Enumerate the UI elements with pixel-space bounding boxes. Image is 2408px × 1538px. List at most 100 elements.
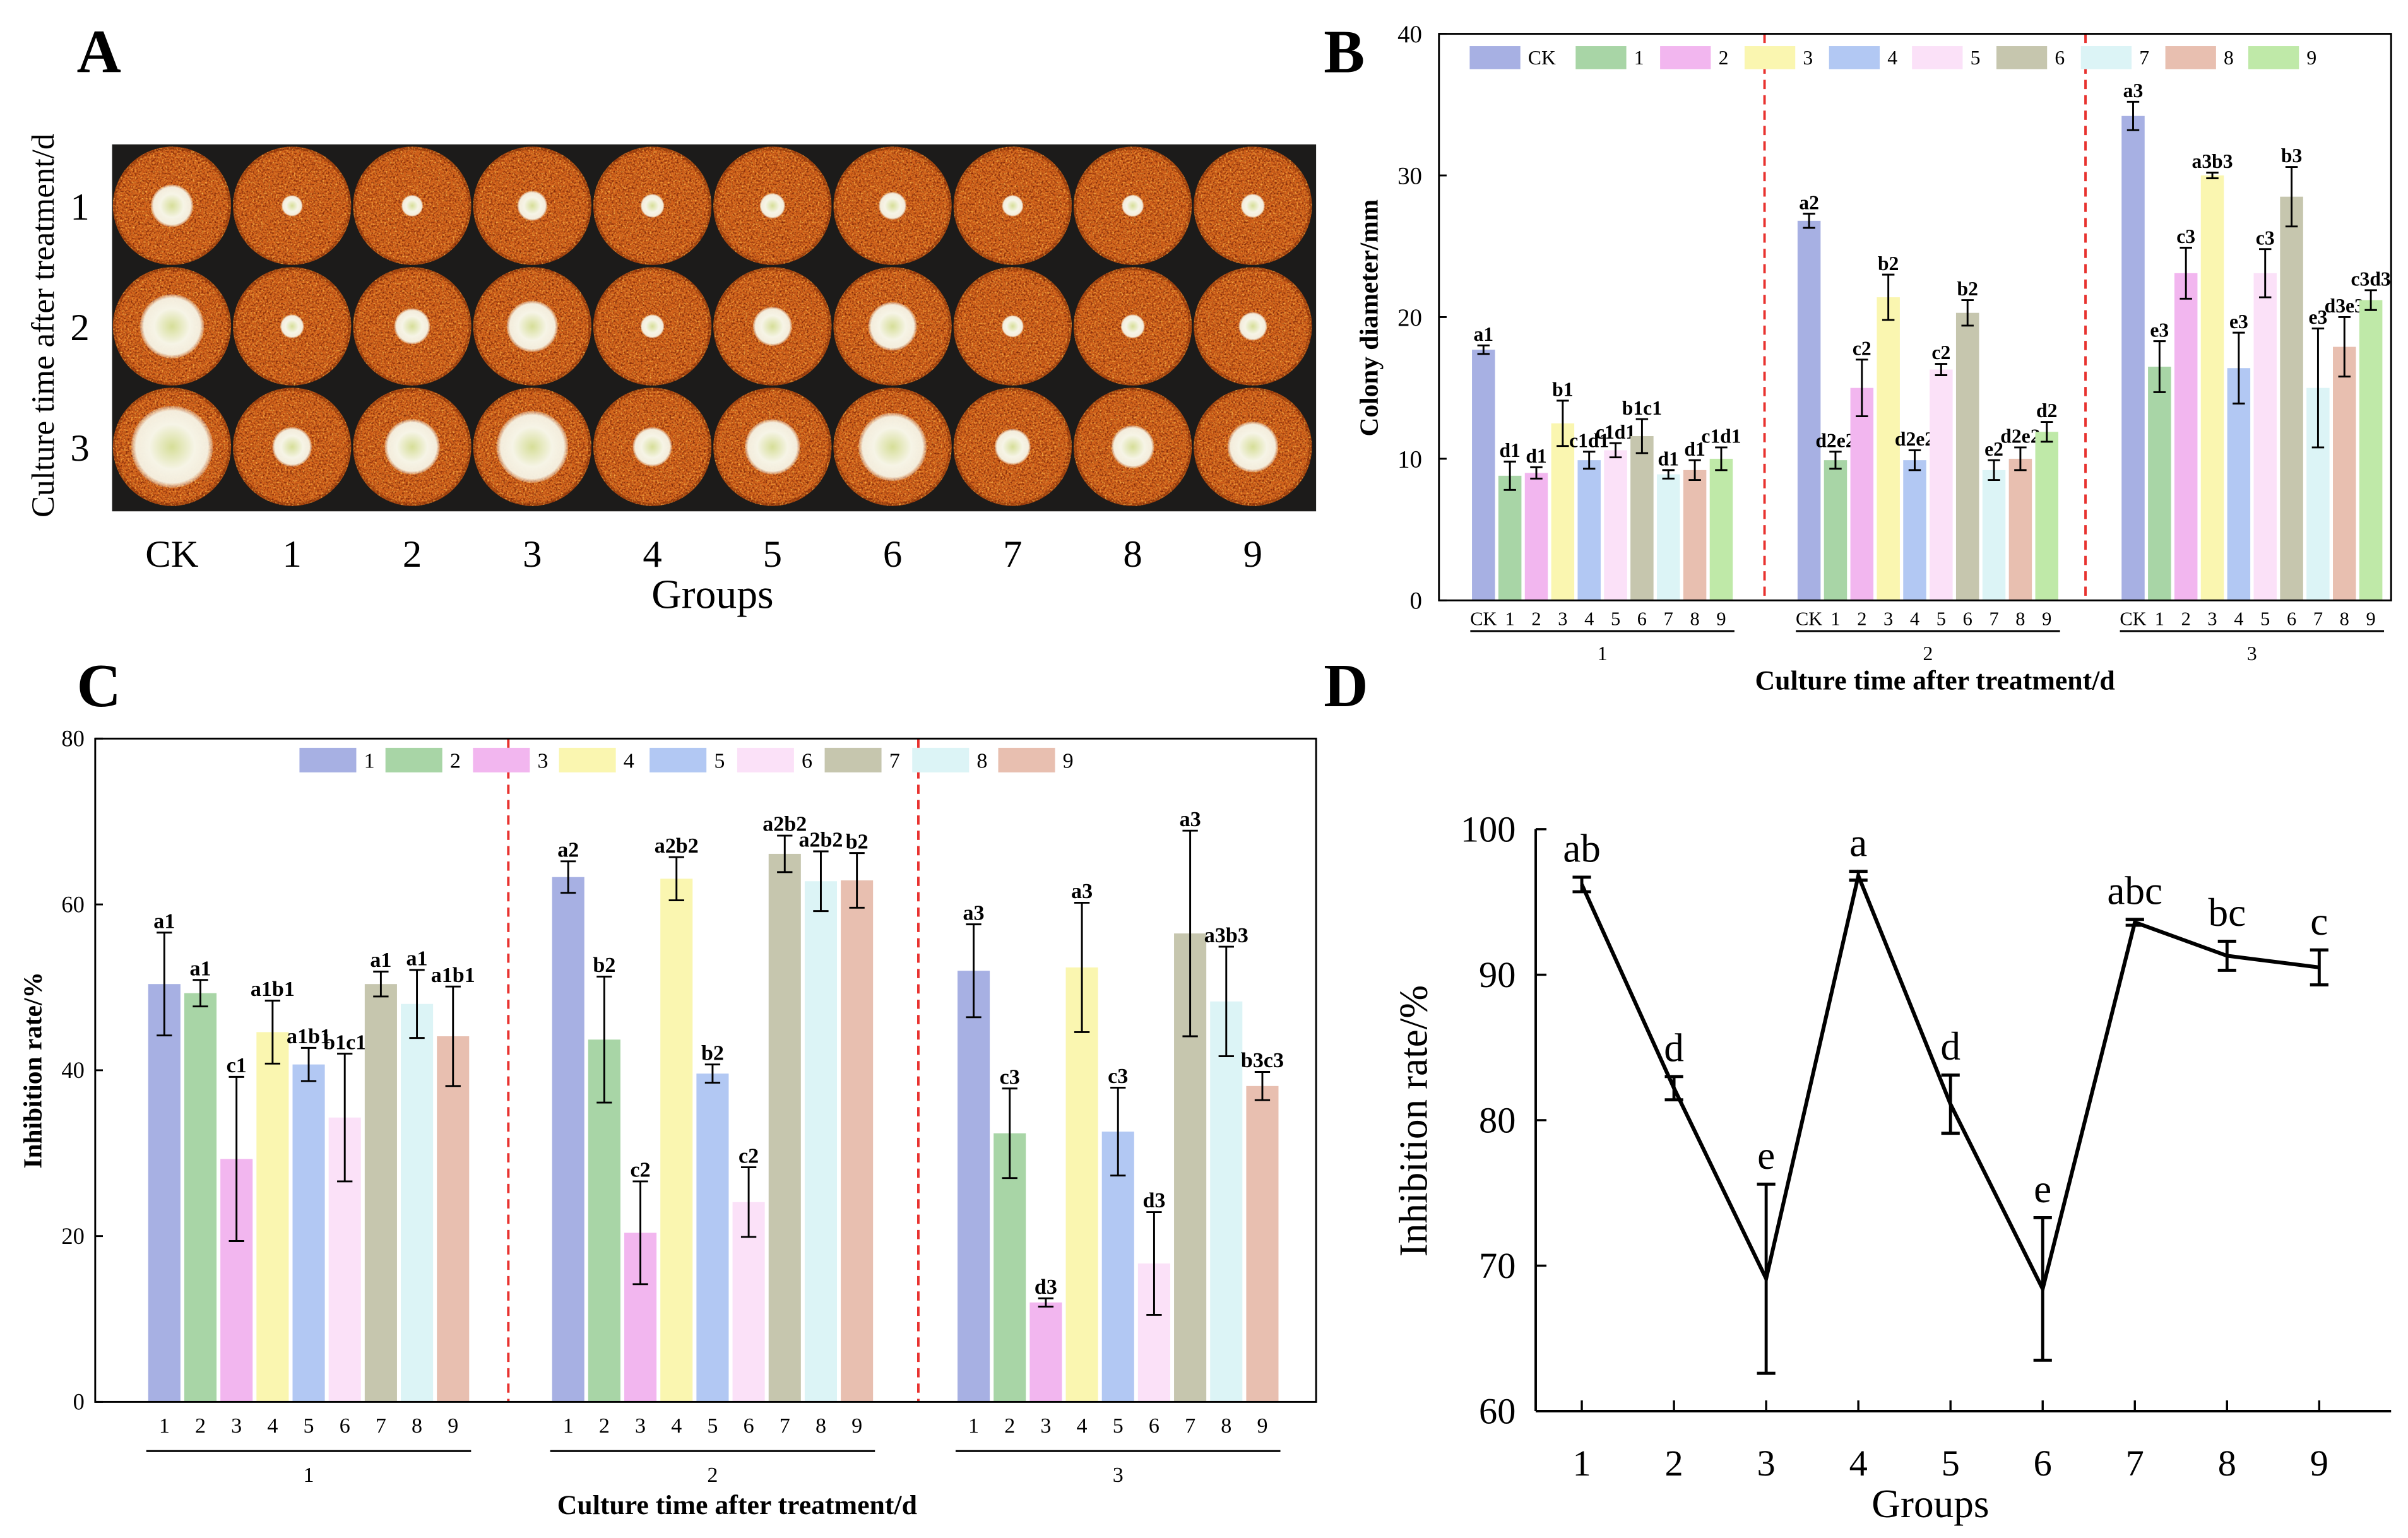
row-label: 1 [70, 186, 89, 228]
x-tick-label: 7 [1664, 608, 1673, 629]
error-bar [632, 1180, 648, 1286]
legend-label: 6 [802, 750, 812, 773]
error-bar [1504, 460, 1516, 491]
significance-letter: c2 [631, 1159, 651, 1182]
x-tick-label: 5 [2260, 608, 2270, 629]
error-bar [1829, 451, 1842, 470]
legend-swatch [2165, 46, 2216, 69]
fungal-colony [752, 307, 792, 346]
legend-label: 2 [1719, 47, 1729, 69]
error-bar [2014, 446, 2027, 471]
significance-letter: a3b3 [2192, 150, 2233, 172]
error-bar [1146, 1211, 1162, 1316]
significance-letter: d2e2 [2000, 425, 2040, 447]
x-tick-label: 1 [563, 1414, 574, 1438]
x-tick-label: 9 [1257, 1414, 1267, 1438]
bar [2174, 273, 2198, 601]
x-tick-label: 2 [1857, 608, 1866, 629]
bar [1065, 967, 1098, 1402]
row-label: 3 [70, 427, 89, 470]
bar [2008, 458, 2032, 601]
column-label: 2 [403, 533, 422, 576]
panel-letter-a: A [77, 18, 121, 86]
fungal-colony [131, 406, 213, 488]
significance-letter: c3d3 [2351, 268, 2391, 290]
fungal-colony [506, 300, 558, 352]
column-label: 7 [1003, 533, 1022, 576]
fungal-colony [640, 194, 665, 218]
fungal-colony [1001, 315, 1024, 338]
x-tick-label: 9 [851, 1414, 862, 1438]
error-bar [2217, 939, 2236, 972]
legend-label: 8 [976, 750, 987, 773]
error-bar [1609, 442, 1622, 459]
significance-letter: d2e2 [1895, 428, 1935, 450]
error-bar [373, 971, 389, 998]
error-bar [1074, 902, 1090, 1033]
error-bar [1688, 459, 1701, 482]
bar [2333, 346, 2356, 601]
significance-letter: b2 [593, 954, 615, 977]
x-tick-label: 8 [2015, 608, 2025, 629]
error-bar [409, 969, 425, 1039]
significance-letter: a [1849, 820, 1867, 865]
bar [1604, 450, 1627, 601]
group-label: 1 [304, 1464, 314, 1487]
x-tick-label: 7 [376, 1414, 386, 1438]
x-tick-label: 6 [744, 1414, 754, 1438]
bar [957, 971, 990, 1402]
group-label: 2 [707, 1464, 718, 1487]
y-tick-label: 80 [61, 725, 84, 751]
column-label: 1 [283, 533, 302, 576]
panel-letter-c: C [77, 652, 121, 720]
group-label: 1 [1598, 642, 1608, 665]
bar [2227, 368, 2251, 601]
bar [437, 1036, 470, 1402]
x-tick-label: 9 [2042, 608, 2051, 629]
x-tick-label: 6 [1637, 608, 1647, 629]
bar [804, 881, 838, 1402]
y-tick-label: 70 [1479, 1245, 1515, 1286]
significance-letter: d1 [1499, 439, 1520, 461]
significance-letter: e [1757, 1133, 1775, 1178]
significance-letter: d3e3 [2325, 295, 2364, 317]
x-tick-label: 3 [1757, 1443, 1776, 1484]
significance-letter: d3 [1142, 1189, 1165, 1212]
significance-letter: c3 [1108, 1065, 1128, 1088]
bar [1657, 474, 1680, 601]
significance-letter: e2 [1984, 438, 2003, 460]
error-bar [2310, 948, 2328, 986]
bar [256, 1032, 289, 1402]
error-bar [2258, 248, 2272, 299]
x-tick-label: CK [1470, 608, 1497, 629]
panel-b-x-axis-title: Culture time after treatment/d [1755, 665, 2115, 695]
error-bar [193, 979, 208, 1008]
legend-swatch [1660, 46, 1711, 69]
colony-diameter-bar-chart: a1 CK d1 1 d1 2 b1 3 c1d1 4 c1d1 5 b1c1 6 d1 7 d1 8 c1d1 9 1… [1397, 21, 2392, 665]
fungal-colony [1122, 194, 1144, 217]
y-tick-label: 20 [61, 1223, 84, 1249]
panel-d-y-axis-title: Inhibition rate/% [1391, 985, 1435, 1257]
panel-letter-d: D [1324, 652, 1368, 720]
significance-letter: b1 [1552, 379, 1573, 401]
significance-letter: a1 [406, 947, 428, 971]
y-tick-label: 60 [61, 891, 84, 917]
fungal-colony [994, 429, 1031, 465]
significance-letter: a1 [189, 957, 211, 980]
fungal-colony [759, 192, 785, 219]
fungal-colony [139, 294, 205, 358]
bar [1210, 1001, 1243, 1402]
bar [148, 984, 181, 1402]
x-tick-label: 3 [1040, 1414, 1051, 1438]
legend-label: 2 [450, 750, 461, 773]
error-bar [1941, 1074, 1960, 1135]
bar [1930, 369, 1953, 601]
fungal-colony [401, 194, 424, 217]
error-bar [2041, 421, 2053, 443]
significance-letter: d [1940, 1024, 1960, 1068]
x-tick-label: 8 [412, 1414, 422, 1438]
error-bar [337, 1053, 353, 1183]
x-tick-label: 7 [1185, 1414, 1195, 1438]
x-tick-label: 3 [1883, 608, 1893, 629]
error-bar [1038, 1297, 1054, 1308]
